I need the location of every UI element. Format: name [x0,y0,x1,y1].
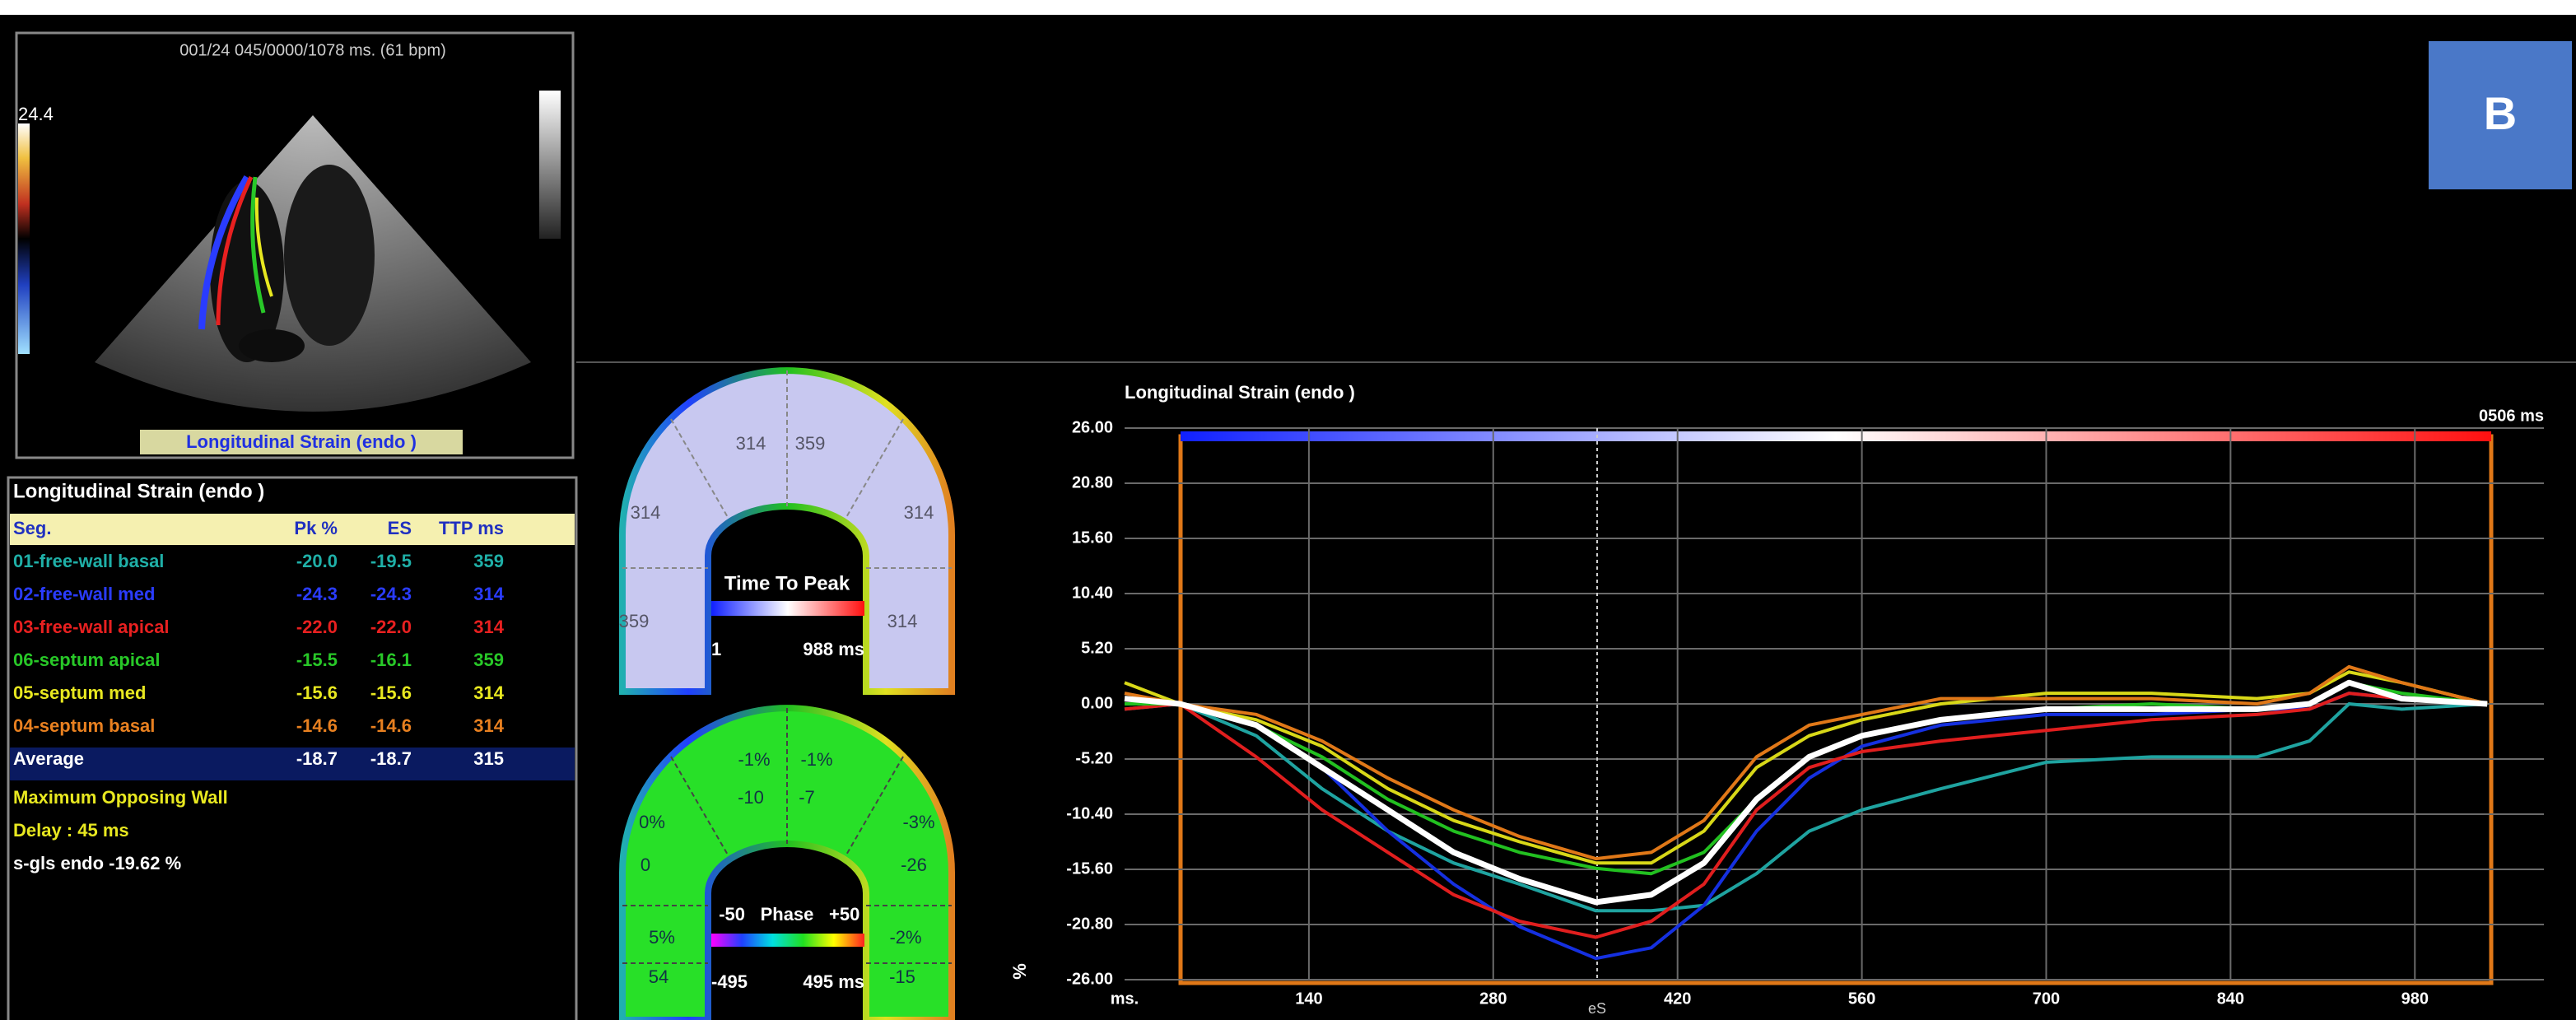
table-cell: 03-free-wall apical [13,617,170,637]
segment-value: -1% [738,749,770,770]
x-tick-label: 840 [2217,990,2244,1008]
table-cell: -15.5 [296,650,338,670]
segment-value: -1% [800,749,832,770]
phase-colorbar [711,934,864,947]
table-cell: -18.7 [296,748,338,769]
y-axis-label: % [1009,963,1030,980]
screen: 001/24 045/0000/1078 ms. (61 bpm) 24.4 L… [0,0,2576,1020]
segment-value: -2% [889,927,921,948]
table-cell: -14.6 [370,715,412,736]
x-tick-label: 560 [1848,990,1875,1008]
segment-value: 314 [904,502,934,523]
y-tick-label: 5.20 [1081,639,1113,657]
table-cell: -15.6 [370,682,412,703]
time-label: 0506 ms [2479,407,2544,425]
y-tick-label: 10.40 [1072,584,1113,602]
x-axis-label: ms. [1111,990,1139,1008]
table-cell: -19.5 [370,551,412,571]
table-cell: Average [13,748,84,769]
segment-value: 314 [736,433,766,454]
table-cell: -20.0 [296,551,338,571]
table-note: Delay : 45 ms [13,820,129,841]
echo-header: 001/24 045/0000/1078 ms. (61 bpm) [179,41,446,59]
segment-value: 0 [641,855,650,875]
y-tick-label: -20.80 [1066,915,1113,933]
table-cell: 05-septum med [13,682,146,703]
table-note: s-gls endo -19.62 % [13,853,181,873]
table-cell: 314 [473,682,504,703]
table-cell: -24.3 [370,584,412,604]
table-cell: 314 [473,715,504,736]
segment-value: -15 [889,966,915,987]
phase-scale-right: +50 [829,904,859,925]
y-tick-label: -5.20 [1075,749,1113,767]
table-cell: 06-septum apical [13,650,161,670]
marker-label: eS [1588,1000,1606,1017]
y-tick-label: 15.60 [1072,529,1113,547]
ttp-colorbar [711,601,864,616]
table-cell: 314 [473,617,504,637]
chart-title: Longitudinal Strain (endo ) [1125,382,1355,403]
table-cell: -18.7 [370,748,412,769]
x-tick-label: 280 [1479,990,1507,1008]
phase-scale-min: -495 [711,971,748,992]
table-cell: -14.6 [296,715,338,736]
table-cell: 315 [473,748,504,769]
x-tick-label: 980 [2401,990,2429,1008]
chart-colorbar [1181,431,2491,441]
ttp-scale-min: 1 [711,639,721,659]
table-cell: -16.1 [370,650,412,670]
table-cell: -15.6 [296,682,338,703]
y-tick-label: 26.00 [1072,418,1113,436]
x-tick-label: 420 [1664,990,1691,1008]
table-cell: -24.3 [296,584,338,604]
top-strip [0,0,2576,15]
segment-value: 54 [649,966,668,987]
page: 001/24 045/0000/1078 ms. (61 bpm) 24.4 L… [0,0,2576,1020]
x-tick-label: 140 [1295,990,1322,1008]
segment-value: -7 [799,787,815,808]
table-cell: 01-free-wall basal [13,551,164,571]
echo-caption: Longitudinal Strain (endo ) [186,431,417,452]
table-cell: 04-septum basal [13,715,155,736]
echo-graybar [539,91,561,239]
y-tick-label: -15.60 [1066,859,1113,878]
phase-scale-left: -50 [719,904,745,925]
segment-value: -3% [902,812,934,832]
segment-value: 359 [795,433,826,454]
table-column-header: Pk % [294,518,338,538]
segment-value: -26 [901,855,927,875]
table-cell: 359 [473,551,504,571]
table-cell: 314 [473,584,504,604]
table-column-header: Seg. [13,518,51,538]
y-tick-label: -10.40 [1066,804,1113,822]
echo-chamber [239,329,305,362]
table-column-header: TTP ms [439,518,504,538]
segment-value: 5% [649,927,675,948]
phase-title: Phase [761,904,814,925]
x-tick-label: 700 [2033,990,2060,1008]
y-tick-label: -26.00 [1066,970,1113,988]
table-note: Maximum Opposing Wall [13,787,228,808]
segment-value: 314 [887,611,918,631]
ttp-title: Time To Peak [724,572,850,594]
echo-scale-max: 24.4 [18,104,54,124]
segment-value: -10 [738,787,764,808]
segment-value: 0% [639,812,665,832]
table-cell: -22.0 [370,617,412,637]
table-cell: 359 [473,650,504,670]
segment-value: 314 [631,502,661,523]
table-column-header: ES [388,518,412,538]
table-title: Longitudinal Strain (endo ) [13,480,264,502]
phase-scale-max: 495 ms [803,971,864,992]
echo-colorbar [18,123,30,354]
segment-value: 359 [619,611,650,631]
table-cell: -22.0 [296,617,338,637]
y-tick-label: 20.80 [1072,473,1113,491]
panel-label: B [2484,87,2517,139]
echo-chamber [284,165,375,346]
table-cell: 02-free-wall med [13,584,155,604]
y-tick-label: 0.00 [1081,694,1113,712]
ttp-scale-max: 988 ms [803,639,864,659]
